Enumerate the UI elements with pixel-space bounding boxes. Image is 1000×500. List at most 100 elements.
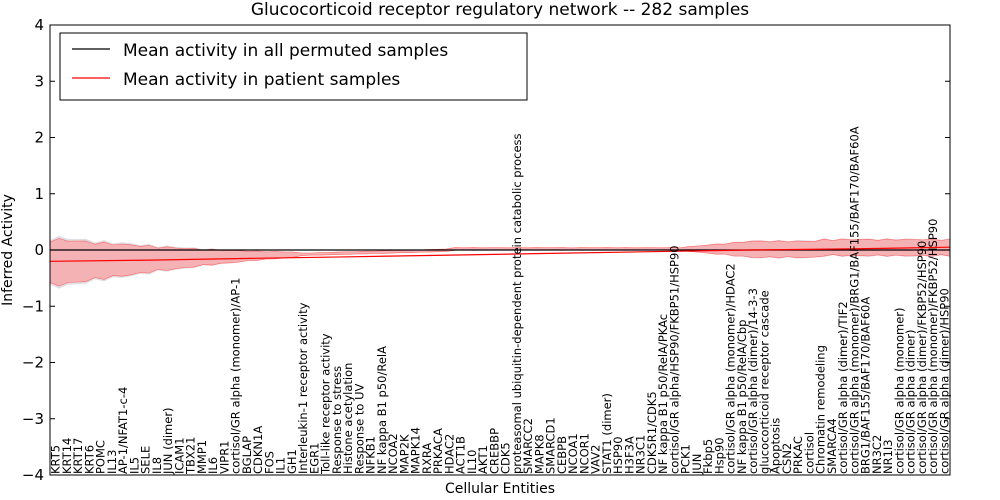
x-tick-label: VIPR1 (217, 440, 231, 474)
y-tick-label: 4 (34, 16, 44, 34)
x-tick-label: NF kappa B1 p50/RelA/Cbp (735, 320, 749, 474)
x-tick-label: cortisol (802, 432, 816, 474)
x-tick-label: BRG1/BAF155/BAF170/BAF60A (859, 297, 873, 474)
x-tick-label: AKT1 (476, 445, 490, 474)
x-tick-label: KRT6 (82, 445, 96, 474)
x-tick-label: RXRA (420, 443, 434, 474)
x-tick-label: BGLAP (240, 436, 254, 474)
x-tick-label: AP-1/NFAT1-c-4 (116, 387, 130, 474)
y-axis: −4 −3 −2 −1 0 1 2 3 4 (22, 16, 950, 484)
x-tick-label: NFKB1 (364, 436, 378, 474)
x-tick-label: Fkbp5 (701, 439, 715, 474)
x-tick-label: CDK5 (499, 442, 513, 474)
series-lines (49, 246, 951, 262)
x-tick-label: PRKACA (431, 428, 445, 474)
x-tick-labels: KRT5KRT14KRT17KRT6POMCIL13AP-1/NFAT1-c-4… (49, 126, 952, 475)
x-tick-label: NF kappa B1 p50/RelA (375, 346, 389, 474)
x-tick-label: proteasomal ubiquitin-dependent protein … (510, 133, 524, 474)
x-tick-label: Histone acetylation (341, 363, 355, 474)
x-tick-label: EGR1 (307, 443, 321, 475)
x-tick-label: PCK1 (679, 444, 693, 474)
y-tick-label: 2 (34, 129, 44, 147)
x-tick-label: IL13 (105, 450, 119, 474)
x-tick-label: MAP2K (397, 434, 411, 474)
x-tick-label: cortisol/GR alpha (dimer)/TIF2 (836, 301, 850, 474)
y-axis-label: Inferred Activity (0, 194, 16, 306)
x-tick-label: Apoptosis (769, 418, 783, 474)
x-tick-label: Chromatin remodeling (814, 345, 828, 474)
x-tick-label: cortisol/GR alpha (dimer)/HSP90 (937, 288, 951, 474)
x-tick-label: MAPK14 (409, 427, 423, 474)
x-tick-label: SELE (139, 446, 153, 474)
y-tick-label: 0 (34, 241, 44, 259)
y-tick-label: −4 (22, 466, 44, 484)
x-tick-label: VAV2 (589, 445, 603, 474)
x-tick-label: PRKAC (791, 436, 805, 474)
y-tick-label: −1 (22, 297, 44, 315)
x-tick-label: Response to stress (330, 366, 344, 474)
x-tick-label: cortisol/GR alpha/HSP90/FKBP51/HSP90 (667, 245, 681, 474)
legend-label-patient: Mean activity in patient samples (123, 70, 400, 90)
y-tick-label: 1 (34, 185, 44, 203)
x-tick-label: H3F3A (622, 436, 636, 474)
x-tick-label: NCOA2 (386, 433, 400, 474)
x-tick-label: CSN2 (780, 443, 794, 474)
x-tick-label: NF kappa B1 p50/RelA/PKAc (656, 314, 670, 474)
x-tick-label: CDK5R1/CDK5 (645, 391, 659, 474)
x-tick-label: KRT14 (60, 438, 74, 474)
x-tick-label: glucocorticoid receptor cascade (757, 290, 771, 474)
x-tick-label: NR3C1 (634, 435, 648, 474)
x-tick-label: CREBBP (487, 428, 501, 474)
x-tick-label: MMP1 (195, 440, 209, 474)
legend: Mean activity in all permuted samples Me… (59, 32, 528, 101)
x-tick-label: cortisol/GR alpha (monomer) (892, 307, 906, 474)
x-tick-label: Toll-like receptor activity (319, 333, 333, 475)
x-tick-label: HSP90 (611, 436, 625, 474)
x-tick-label: cortisol/GR alpha (monomer)/AP-1 (229, 278, 243, 474)
x-tick-label: cortisol/GR alpha (dimer)/14-3-3 (746, 288, 760, 474)
y-tick-label: −3 (22, 410, 44, 428)
chart-title: Glucocorticoid receptor regulatory netwo… (251, 0, 749, 20)
x-tick-label: KRT17 (71, 438, 85, 474)
x-tick-label: cortisol/GR alpha (dimer)/FKBP52/HSP90 (915, 241, 929, 474)
x-tick-label: NCOR1 (577, 433, 591, 474)
x-tick-label: CEBPB (555, 436, 569, 474)
x-tick-label: Response to UV (352, 383, 366, 474)
x-tick-label: cortisol/GR alpha (monomer)/BRG1/BAF155/… (847, 126, 861, 474)
x-tick-label: ACT1B (454, 436, 468, 474)
x-axis-label: Cellular Entities (445, 481, 555, 497)
x-tick-label: IL10 (465, 450, 479, 474)
x-tick-label: SMARCA4 (825, 418, 839, 474)
x-tick-label: IL1 (274, 457, 288, 474)
x-tick-label: SMARCD1 (544, 417, 558, 474)
y-tick-label: 3 (34, 72, 44, 90)
x-tick-label: IL8 (150, 457, 164, 474)
patient-mean-line (49, 246, 951, 262)
legend-box (59, 32, 528, 101)
x-tick-label: IL6 (206, 457, 220, 474)
x-tick-label: SMARCC2 (521, 418, 535, 474)
legend-label-permuted: Mean activity in all permuted samples (123, 41, 448, 61)
x-tick-label: FOS (262, 451, 276, 474)
x-tick-label: IL5 (127, 457, 141, 474)
x-tick-label: KRT5 (49, 445, 63, 474)
x-tick-label: GH1 (285, 449, 299, 474)
x-tick-label: CDKN1A (251, 426, 265, 474)
x-tick-label: STAT1 (dimer) (600, 393, 614, 474)
x-tick-label: TBX21 (184, 437, 198, 475)
x-tick-label: NCOA1 (566, 433, 580, 474)
x-tick-label: JUN (dimer) (161, 407, 175, 475)
x-tick-label: Hsp90 (712, 437, 726, 474)
x-tick-label: cortisol/GR alpha (monomer)/FKBP52/HSP90 (926, 219, 940, 474)
x-tick-label: HDAC2 (442, 434, 456, 474)
x-tick-label: JUN (690, 454, 704, 475)
x-tick-label: ICAM1 (172, 437, 186, 474)
x-tick-label: cortisol/GR alpha (monomer)/HDAC2 (724, 263, 738, 474)
x-tick-label: NR1I3 (881, 439, 895, 474)
x-tick-label: MAPK8 (532, 434, 546, 474)
x-tick-label: Interleukin-1 receptor activity (296, 302, 310, 474)
y-tick-label: −2 (22, 354, 44, 372)
x-tick-label: cortisol/GR alpha (dimer) (904, 330, 918, 474)
x-tick-label: NR3C2 (870, 435, 884, 474)
